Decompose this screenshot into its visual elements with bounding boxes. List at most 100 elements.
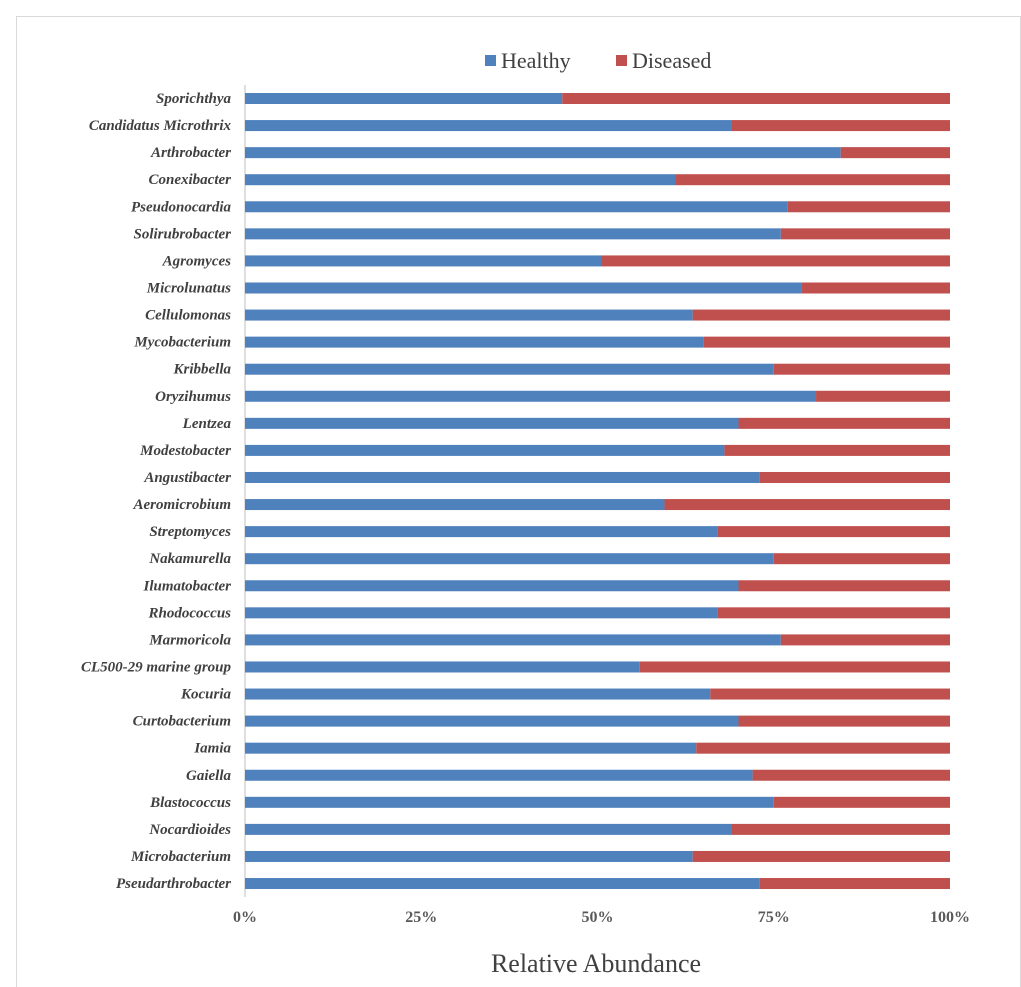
bar-healthy xyxy=(245,851,693,862)
category-label: CL500-29 marine group xyxy=(81,659,232,675)
bar-healthy xyxy=(245,580,739,591)
legend-label-diseased: Diseased xyxy=(632,48,711,73)
category-label: Aeromicrobium xyxy=(132,497,231,513)
bar-diseased xyxy=(640,661,950,672)
bar-diseased xyxy=(717,526,950,537)
x-tick-label: 50% xyxy=(582,909,614,926)
bar-diseased xyxy=(774,364,950,375)
category-label: Kocuria xyxy=(180,687,232,703)
category-label: Candidatus Microthrix xyxy=(89,118,232,134)
x-axis-ticks: 0% 25% 50% 75% 100% xyxy=(233,909,970,926)
category-label: Arthrobacter xyxy=(150,145,231,161)
category-label: Cellulomonas xyxy=(145,308,231,324)
bar-healthy xyxy=(245,499,664,510)
bar-healthy xyxy=(245,824,731,835)
bar-healthy xyxy=(245,770,753,781)
category-label: Nakamurella xyxy=(148,551,231,567)
bar-healthy xyxy=(245,553,774,564)
category-label: Blastococcus xyxy=(149,795,231,811)
bar-healthy xyxy=(245,201,788,212)
bar-healthy xyxy=(245,661,640,672)
bar-diseased xyxy=(562,93,950,104)
plot-area: Sporichthya Candidatus Microthrix Arthroba… xyxy=(81,85,950,897)
bar-healthy xyxy=(245,472,760,483)
x-tick-label: 75% xyxy=(758,909,790,926)
bar-healthy xyxy=(245,607,717,618)
legend-swatch-healthy xyxy=(485,55,496,66)
bar-diseased xyxy=(760,878,950,889)
bar-healthy xyxy=(245,418,739,429)
bar-healthy xyxy=(245,120,731,131)
bar-diseased xyxy=(739,418,951,429)
bar-healthy xyxy=(245,364,774,375)
bar-healthy xyxy=(245,634,781,645)
bar-diseased xyxy=(753,770,950,781)
x-tick-label: 0% xyxy=(233,909,257,926)
bar-healthy xyxy=(245,797,774,808)
category-label: Pseudarthrobacter xyxy=(116,876,231,892)
legend: Healthy Diseased xyxy=(485,48,711,73)
category-label: Sporichthya xyxy=(156,91,232,107)
bar-diseased xyxy=(760,472,950,483)
bar-healthy xyxy=(245,743,696,754)
category-label: Gaiella xyxy=(186,768,231,784)
bar-healthy xyxy=(245,147,841,158)
bar-healthy xyxy=(245,228,781,239)
category-label: Oryzihumus xyxy=(155,389,231,405)
bar-diseased xyxy=(788,201,950,212)
x-tick-label: 25% xyxy=(405,909,437,926)
category-label: Pseudonocardia xyxy=(131,199,232,215)
category-label: Solirubrobacter xyxy=(133,226,231,242)
x-axis-label: Relative Abundance xyxy=(491,949,701,978)
category-label: Marmoricola xyxy=(148,632,231,648)
bar-diseased xyxy=(703,337,950,348)
bar-healthy xyxy=(245,282,802,293)
bar-healthy xyxy=(245,689,710,700)
bar-diseased xyxy=(802,282,950,293)
legend-label-healthy: Healthy xyxy=(501,48,571,73)
bar-healthy xyxy=(245,310,693,321)
bar-diseased xyxy=(841,147,950,158)
bar-diseased xyxy=(781,228,950,239)
legend-swatch-diseased xyxy=(616,55,627,66)
category-label: Lentzea xyxy=(182,416,232,432)
bar-diseased xyxy=(693,310,950,321)
bar-healthy xyxy=(245,255,601,266)
bar-diseased xyxy=(774,553,950,564)
bar-diseased xyxy=(731,120,950,131)
x-tick-label: 100% xyxy=(930,909,970,926)
bar-diseased xyxy=(774,797,950,808)
category-label: Rhodococcus xyxy=(148,605,232,621)
bar-diseased xyxy=(816,391,950,402)
bar-diseased xyxy=(664,499,950,510)
bar-healthy xyxy=(245,878,760,889)
category-label: Agromyces xyxy=(162,253,231,269)
bar-healthy xyxy=(245,391,816,402)
bar-healthy xyxy=(245,174,675,185)
bar-healthy xyxy=(245,93,562,104)
category-label: Modestobacter xyxy=(139,443,231,459)
bar-healthy xyxy=(245,337,703,348)
bar-diseased xyxy=(696,743,950,754)
category-label: Angustibacter xyxy=(143,470,231,486)
category-label: Microlunatus xyxy=(146,280,231,296)
category-label: Streptomyces xyxy=(149,524,231,540)
bar-diseased xyxy=(724,445,950,456)
bar-diseased xyxy=(739,580,951,591)
category-label: Curtobacterium xyxy=(133,714,231,730)
bar-healthy xyxy=(245,445,724,456)
bar-diseased xyxy=(693,851,950,862)
bar-healthy xyxy=(245,526,717,537)
bar-diseased xyxy=(717,607,950,618)
category-label: Iamia xyxy=(193,741,231,757)
bar-diseased xyxy=(781,634,950,645)
category-label: Kribbella xyxy=(172,362,231,378)
category-label: Conexibacter xyxy=(149,172,232,188)
category-label: Microbacterium xyxy=(130,849,231,865)
category-label: Nocardioides xyxy=(148,822,231,838)
bar-diseased xyxy=(601,255,950,266)
bar-diseased xyxy=(710,689,950,700)
category-label: Mycobacterium xyxy=(133,335,231,351)
bar-healthy xyxy=(245,716,739,727)
